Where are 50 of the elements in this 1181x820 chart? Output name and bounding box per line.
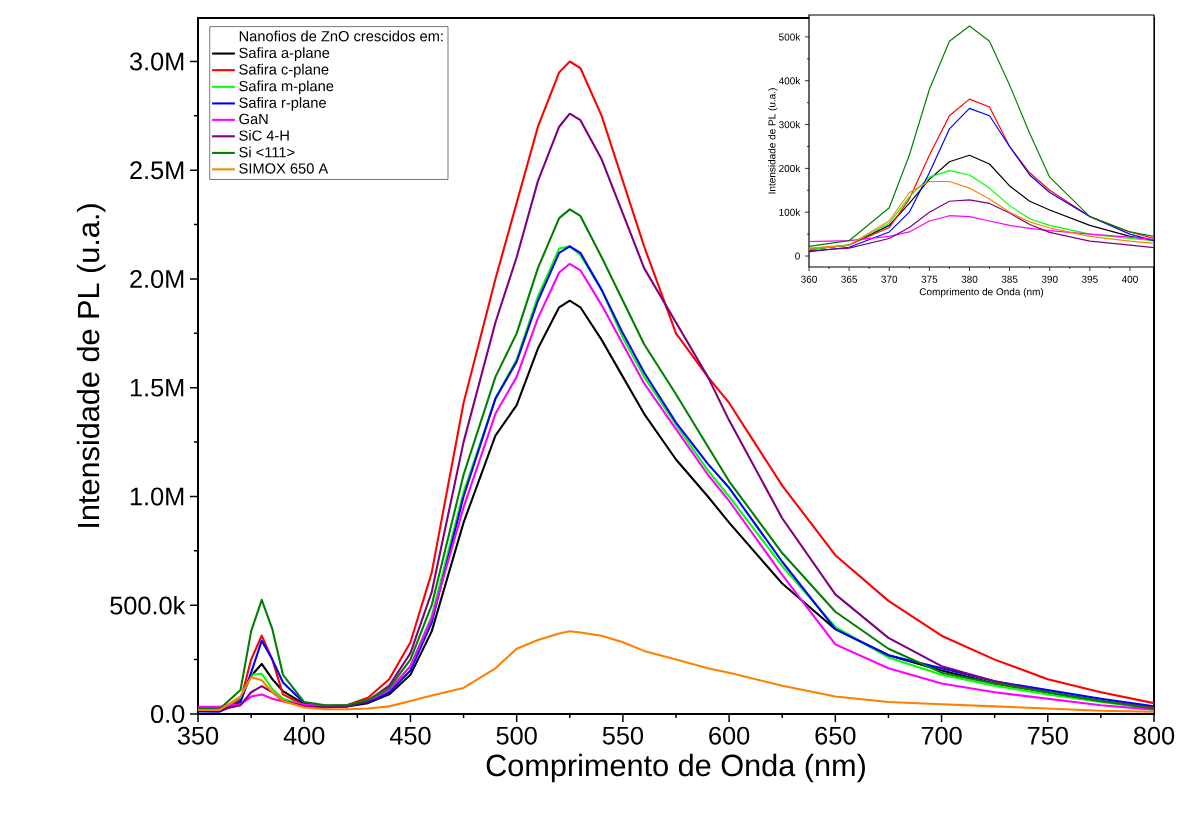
legend-label: Safira c-plane (239, 63, 329, 78)
y-tick-label: 3.0M (129, 52, 184, 71)
legend-label: Safira a-plane (239, 47, 330, 61)
legend-label: SiC 4-H (239, 129, 289, 141)
x-tick-label: 375 (921, 275, 938, 283)
line-series (809, 169, 1154, 251)
legend-label: Si <111> (239, 146, 295, 158)
y-tick-label: 2.0M (130, 270, 184, 288)
x-tick-label: 450 (389, 726, 431, 745)
legend-title: Nanofios de ZnO crescidos em: (239, 30, 443, 42)
legend-label: Safira m-plane (239, 80, 334, 95)
legend-label: Safira r-plane (239, 97, 326, 111)
x-tick-label: 500 (496, 726, 537, 745)
x-axis-title: Comprimento de Onda (nm) (919, 287, 1044, 298)
y-tick-label: 500k (779, 33, 801, 41)
x-tick-label: 400 (283, 726, 325, 745)
x-tick-label: 800 (1133, 726, 1175, 745)
x-tick-label: 370 (881, 275, 898, 283)
y-tick-label: 1.5M (130, 378, 184, 397)
line-series (809, 199, 1154, 252)
y-tick-label: 2.5M (130, 161, 184, 180)
y-tick-label: 300k (778, 120, 801, 129)
x-tick-label: 750 (1027, 726, 1068, 745)
line-series (809, 215, 1154, 243)
x-tick-label: 395 (1081, 275, 1098, 283)
x-tick-label: 360 (801, 275, 817, 283)
x-tick-label: 550 (602, 726, 644, 745)
legend-label: SIMOX 650 A (239, 163, 329, 174)
legend-label: GaN (239, 113, 268, 125)
x-tick-label: 600 (709, 726, 750, 745)
x-tick-label: 400 (1121, 275, 1138, 283)
x-tick-label: 700 (921, 726, 962, 745)
y-tick-label: 200k (779, 164, 801, 173)
x-tick-label: 350 (177, 726, 219, 745)
line-series (809, 25, 1154, 247)
x-tick-label: 380 (961, 275, 978, 283)
y-axis-title: Intensidade de PL (u.a.) (768, 88, 778, 194)
line-series (809, 180, 1154, 249)
y-tick-label: 0.0 (151, 705, 185, 723)
y-tick-label: 1.0M (130, 487, 184, 506)
y-tick-label: 400k (778, 77, 801, 85)
y-tick-label: 0 (795, 252, 800, 260)
x-tick-label: 365 (841, 275, 858, 283)
x-tick-label: 385 (1001, 275, 1018, 283)
x-tick-label: 390 (1041, 275, 1058, 283)
x-axis-title: Comprimento de Onda (nm) (486, 753, 865, 783)
y-tick-label: 500.0k (110, 595, 186, 615)
x-tick-label: 650 (815, 726, 856, 745)
y-axis-title: Intensidade de PL (u.a.) (76, 204, 106, 527)
y-tick-label: 100k (779, 208, 801, 216)
